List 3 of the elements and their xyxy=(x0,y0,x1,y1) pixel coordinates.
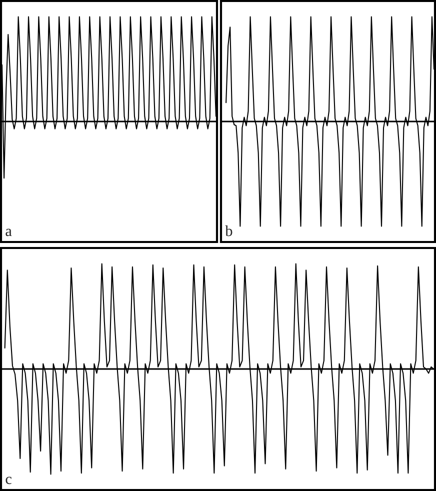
annotation: b xyxy=(225,225,232,236)
text: a xyxy=(6,228,12,236)
text: c xyxy=(6,476,12,484)
